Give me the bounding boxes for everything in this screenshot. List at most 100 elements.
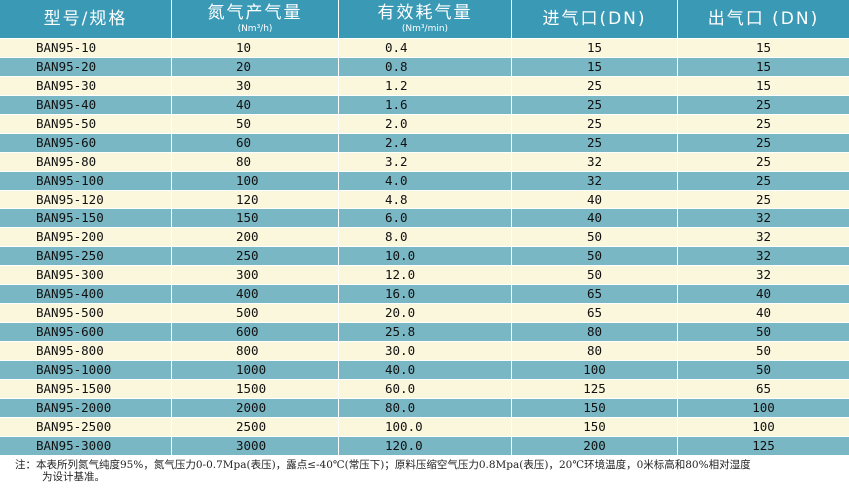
cell-model: BAN95-10 xyxy=(0,39,172,57)
cell-inlet: 50 xyxy=(512,247,678,266)
cell-outlet: 25 xyxy=(755,134,772,150)
header-air-consumption-label: 有效耗气量 xyxy=(377,3,473,23)
cell-model: BAN95-30 xyxy=(0,76,172,95)
cell-outlet: 40 xyxy=(755,305,772,321)
cell-outlet: 15 xyxy=(755,77,772,93)
cell-model: BAN95-600 xyxy=(0,323,172,341)
cell-outlet: 32 xyxy=(755,210,772,226)
cell-air-consumption: 25.8 xyxy=(339,323,512,341)
table-row: BAN95-2000 2000 80.0 150 100 xyxy=(0,398,849,418)
cell-inlet: 50 xyxy=(512,228,678,247)
cell-inlet: 200 xyxy=(512,436,678,455)
cell-nitrogen-output: 20 xyxy=(172,57,339,76)
header-air-consumption: 有效耗气量 (Nm³/min) xyxy=(339,0,512,38)
cell-model: BAN95-60 xyxy=(0,133,172,152)
cell-model: BAN95-1500 xyxy=(0,379,172,398)
cell-nitrogen-output: 60 xyxy=(172,133,339,152)
cell-outlet: 15 xyxy=(755,40,772,55)
cell-nitrogen-output: 1500 xyxy=(172,379,339,398)
header-outlet-label: 出气口 (DN) xyxy=(707,8,820,29)
cell-nitrogen-output: 200 xyxy=(172,228,339,247)
cell-inlet: 100 xyxy=(512,360,678,379)
cell-model: BAN95-300 xyxy=(0,266,172,285)
header-inlet: 进气口(DN) xyxy=(512,0,678,38)
cell-model: BAN95-250 xyxy=(0,247,172,266)
cell-nitrogen-output: 50 xyxy=(172,114,339,133)
cell-nitrogen-output: 400 xyxy=(172,285,339,304)
cell-nitrogen-output: 600 xyxy=(172,323,339,341)
cell-outlet: 100 xyxy=(752,399,775,415)
cell-nitrogen-output: 500 xyxy=(172,304,339,323)
table-row: BAN95-200 200 8.0 50 32 xyxy=(0,228,849,248)
cell-model: BAN95-80 xyxy=(0,152,172,171)
cell-inlet: 40 xyxy=(512,190,678,209)
cell-air-consumption: 4.8 xyxy=(339,190,512,209)
cell-outlet: 25 xyxy=(755,96,772,112)
cell-air-consumption: 120.0 xyxy=(339,436,512,455)
header-air-consumption-unit: (Nm³/min) xyxy=(401,24,449,34)
table-row: BAN95-1000 1000 40.0 100 50 xyxy=(0,360,849,380)
header-model-label: 型号/规格 xyxy=(43,8,128,29)
cell-model: BAN95-500 xyxy=(0,304,172,323)
header-nitrogen-output-unit: (Nm³/h) xyxy=(237,24,273,34)
cell-air-consumption: 16.0 xyxy=(339,285,512,304)
table-row: BAN95-10 10 0.4 15 15 xyxy=(0,39,849,58)
table-row: BAN95-3000 3000 120.0 200 125 xyxy=(0,436,849,456)
cell-inlet: 125 xyxy=(512,379,678,398)
table-row: BAN95-800 800 30.0 80 50 xyxy=(0,342,849,361)
header-nitrogen-output-label: 氮气产气量 xyxy=(207,3,303,23)
cell-inlet: 15 xyxy=(512,57,678,76)
table-row: BAN95-1500 1500 60.0 125 65 xyxy=(0,379,849,399)
cell-air-consumption: 10.0 xyxy=(339,247,512,266)
table-row: BAN95-30 30 1.2 25 15 xyxy=(0,76,849,96)
cell-outlet: 100 xyxy=(752,418,775,434)
cell-model: BAN95-50 xyxy=(0,114,172,133)
cell-outlet: 32 xyxy=(755,267,772,283)
table-row: BAN95-300 300 12.0 50 32 xyxy=(0,266,849,286)
cell-outlet: 40 xyxy=(755,286,772,302)
header-model: 型号/规格 xyxy=(0,0,172,38)
table-header: 型号/规格 氮气产气量 (Nm³/h) 有效耗气量 (Nm³/min) 进气口(… xyxy=(0,0,849,38)
cell-air-consumption: 3.2 xyxy=(339,152,512,171)
cell-nitrogen-output: 150 xyxy=(172,209,339,228)
cell-inlet: 25 xyxy=(512,76,678,95)
cell-air-consumption: 4.0 xyxy=(339,171,512,190)
cell-model: BAN95-400 xyxy=(0,285,172,304)
cell-model: BAN95-3000 xyxy=(0,436,172,455)
cell-nitrogen-output: 2500 xyxy=(172,417,339,436)
cell-air-consumption: 2.0 xyxy=(339,114,512,133)
cell-inlet: 15 xyxy=(512,39,678,57)
cell-inlet: 25 xyxy=(512,133,678,152)
cell-inlet: 25 xyxy=(512,114,678,133)
cell-outlet: 50 xyxy=(755,361,772,377)
cell-nitrogen-output: 1000 xyxy=(172,360,339,379)
cell-model: BAN95-1000 xyxy=(0,360,172,379)
table-row: BAN95-20 20 0.8 15 15 xyxy=(0,57,849,77)
cell-model: BAN95-200 xyxy=(0,228,172,247)
cell-outlet: 25 xyxy=(755,115,772,131)
table-row: BAN95-150 150 6.0 40 32 xyxy=(0,209,849,229)
cell-nitrogen-output: 100 xyxy=(172,171,339,190)
table-row: BAN95-250 250 10.0 50 32 xyxy=(0,247,849,267)
cell-air-consumption: 1.2 xyxy=(339,76,512,95)
table-row: BAN95-2500 2500 100.0 150 100 xyxy=(0,417,849,437)
cell-air-consumption: 100.0 xyxy=(339,417,512,436)
cell-inlet: 32 xyxy=(512,152,678,171)
cell-nitrogen-output: 120 xyxy=(172,190,339,209)
table-row: BAN95-600 600 25.8 80 50 xyxy=(0,323,849,342)
footnote-line-1: 注：本表所列氮气纯度95%，氮气压力0-0.7Mpa(表压)，露点≤-40℃(常… xyxy=(15,459,751,471)
cell-model: BAN95-120 xyxy=(0,190,172,209)
cell-inlet: 25 xyxy=(512,95,678,114)
table-row: BAN95-60 60 2.4 25 25 xyxy=(0,133,849,153)
cell-air-consumption: 12.0 xyxy=(339,266,512,285)
cell-air-consumption: 60.0 xyxy=(339,379,512,398)
cell-model: BAN95-150 xyxy=(0,209,172,228)
cell-outlet: 25 xyxy=(755,172,772,188)
cell-air-consumption: 80.0 xyxy=(339,398,512,417)
cell-model: BAN95-20 xyxy=(0,57,172,76)
cell-inlet: 65 xyxy=(512,285,678,304)
table-row: BAN95-80 80 3.2 32 25 xyxy=(0,152,849,172)
table-row: BAN95-100 100 4.0 32 25 xyxy=(0,171,849,191)
cell-nitrogen-output: 2000 xyxy=(172,398,339,417)
cell-outlet: 15 xyxy=(755,58,772,74)
